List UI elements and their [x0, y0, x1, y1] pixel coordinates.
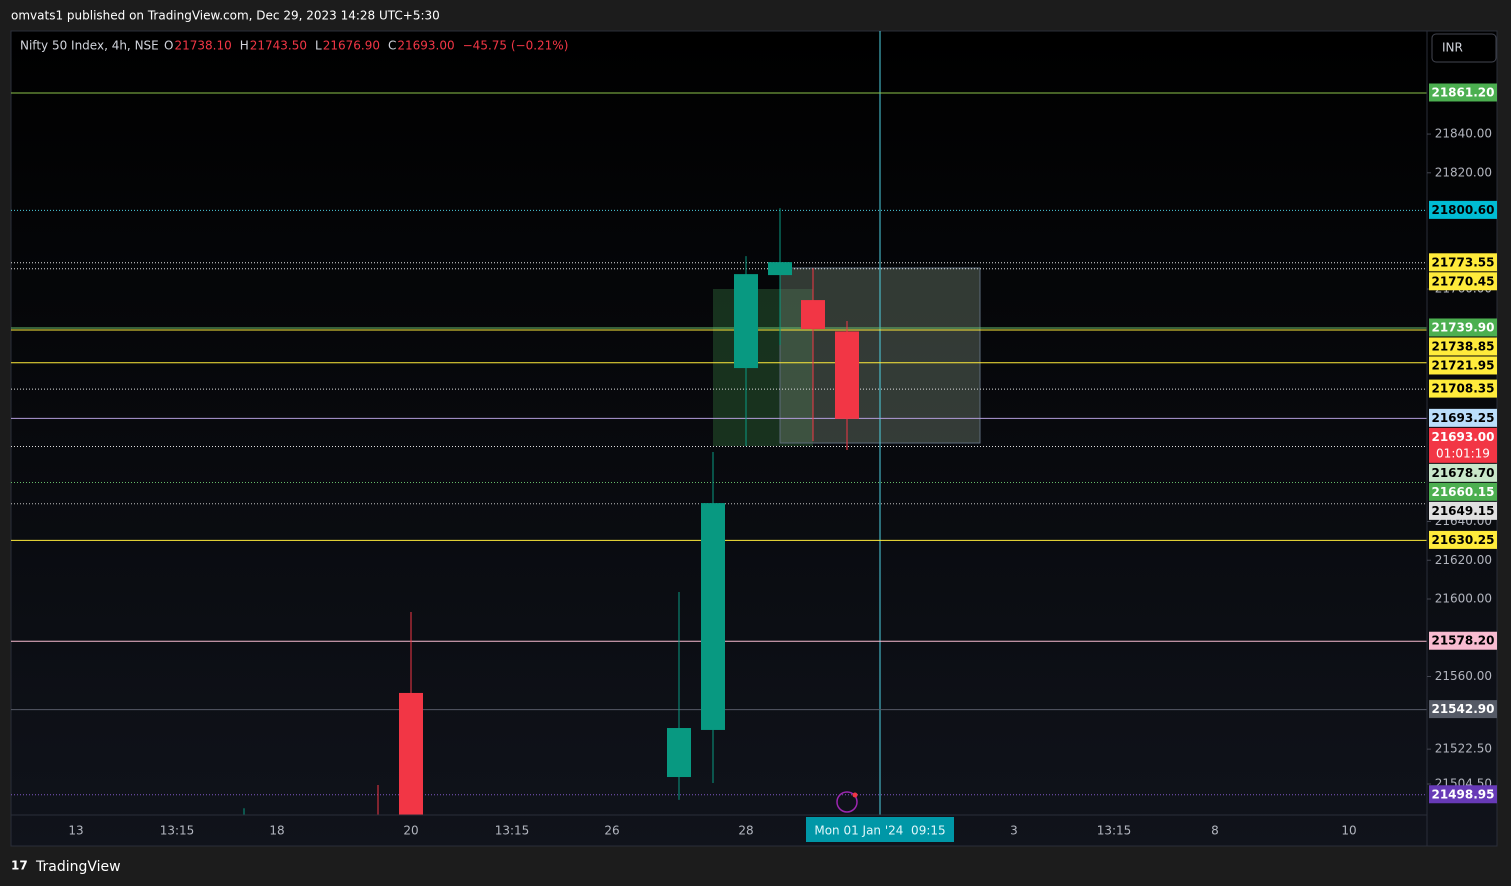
logo-mark: 𝟭𝟳: [11, 859, 28, 873]
price-label-box: [1429, 272, 1497, 291]
legend-title: Nifty 50 Index, 4h, NSE: [20, 39, 159, 53]
publisher: omvats1 published on TradingView.com, De…: [11, 9, 440, 23]
price-label: 21721.95: [1431, 358, 1494, 372]
price-label: 21861.20: [1431, 85, 1494, 99]
price-label-box: [1429, 356, 1497, 375]
y-tick-label: 21820.00: [1435, 165, 1492, 179]
price-label: 21800.60: [1431, 203, 1494, 217]
price-label: 21708.35: [1431, 382, 1494, 396]
legend-key: C: [388, 39, 396, 53]
price-label-box: [1429, 700, 1497, 719]
price-label: 21542.90: [1431, 702, 1494, 716]
candle-body: [399, 692, 423, 815]
candle-body: [667, 728, 691, 778]
legend-change: −45.75 (−0.21%): [463, 39, 569, 53]
price-label-box: [1429, 482, 1497, 501]
price-label: 21773.55: [1431, 255, 1494, 269]
price-label-box: [1429, 501, 1497, 520]
candle-body: [801, 300, 825, 329]
price-label: 21649.15: [1431, 504, 1494, 518]
price-label-box: [1429, 785, 1497, 804]
price-label: 21770.45: [1431, 274, 1494, 288]
plot: [11, 31, 1427, 815]
y-tick-label: 21600.00: [1435, 591, 1492, 605]
y-tick-label: 21620.00: [1435, 553, 1492, 567]
price-label-box: [1429, 408, 1497, 427]
x-tick-label: 13:15: [495, 824, 530, 838]
legend-key: L: [315, 39, 322, 53]
price-label: 21738.85: [1431, 339, 1494, 353]
x-tick-label: 26: [604, 824, 619, 838]
legend-key: O: [164, 39, 173, 53]
candle-body: [835, 331, 859, 419]
price-label-box: [1429, 530, 1497, 549]
candle-body: [701, 503, 725, 730]
legend-value: 21693.00: [397, 39, 454, 53]
x-tick-label: 10: [1341, 824, 1356, 838]
price-label: 21660.15: [1431, 485, 1494, 499]
legend-key: H: [240, 39, 249, 53]
crosshair-label: Mon 01 Jan '24 09:15: [814, 824, 945, 838]
x-tick-label: 13: [68, 824, 83, 838]
zone-box: [713, 289, 813, 446]
x-tick-label: 28: [738, 824, 753, 838]
legend-value: 21676.90: [323, 39, 380, 53]
event-dot: [852, 792, 858, 798]
price-label-box: [1429, 337, 1497, 356]
price-label-box: [1429, 427, 1497, 463]
x-tick-label: 18: [269, 824, 284, 838]
y-tick-label: 21840.00: [1435, 127, 1492, 141]
currency-button[interactable]: [1431, 33, 1497, 63]
price-label: 21630.25: [1431, 533, 1494, 547]
x-tick-label: 3: [1010, 824, 1018, 838]
countdown-label: 01:01:19: [1436, 446, 1490, 460]
price-label: 21693.00: [1431, 430, 1494, 444]
price-label: 21693.25: [1431, 411, 1494, 425]
x-tick-label: 8: [1211, 824, 1219, 838]
price-label-box: [1429, 318, 1497, 337]
price-label: 21678.70: [1431, 466, 1494, 480]
currency-label[interactable]: INR: [1442, 41, 1463, 55]
event-icon[interactable]: [836, 791, 858, 813]
legend-value: 21743.50: [250, 39, 307, 53]
candle-body: [768, 262, 792, 276]
crosshair-label-box: [806, 817, 954, 842]
legend-value: 21738.10: [174, 39, 231, 53]
brand: TradingView: [35, 859, 121, 875]
y-tick-label: 21522.50: [1435, 742, 1492, 756]
price-label-box: [1429, 631, 1497, 650]
price-label-box: [1429, 253, 1497, 272]
price-label-box: [1429, 83, 1497, 102]
ohlc-legend: O 21738.10 H 21743.50 L 21676.90 C 21693.00 −45.…: [164, 39, 568, 53]
price-label: 21578.20: [1431, 634, 1494, 648]
price-label-box: [1429, 463, 1497, 482]
y-tick-label: 21560.00: [1435, 669, 1492, 683]
price-label: 21498.95: [1431, 787, 1494, 801]
x-tick-label: 13:15: [1097, 824, 1132, 838]
price-label-box: [1429, 200, 1497, 219]
candle-body: [734, 274, 758, 369]
x-tick-label: 20: [403, 824, 418, 838]
price-label: 21739.90: [1431, 320, 1494, 334]
x-tick-label: 13:15: [160, 824, 195, 838]
price-label-box: [1429, 379, 1497, 398]
